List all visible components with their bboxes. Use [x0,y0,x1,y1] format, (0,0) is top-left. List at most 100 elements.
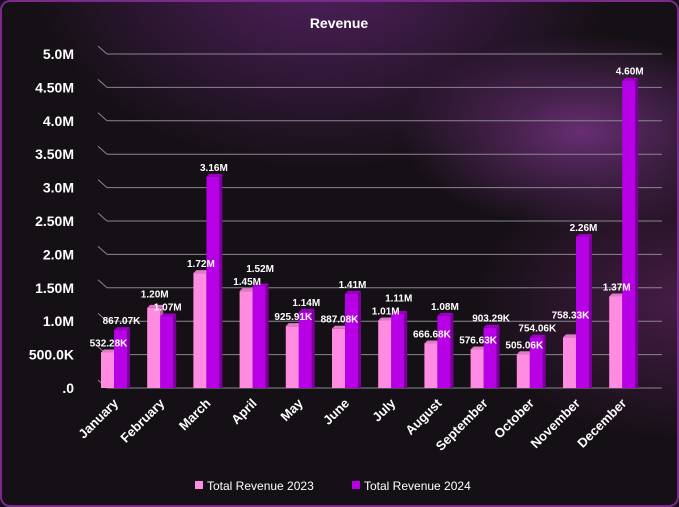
bar-2024[interactable] [529,337,543,388]
bar-top [298,308,315,312]
bar-2023[interactable] [101,352,114,388]
data-label: 1.14M [292,298,320,309]
bar-2024[interactable] [345,293,358,388]
x-tick-label: October [491,396,537,442]
bar-top [378,317,395,321]
bar-top [239,288,256,292]
bar-top [285,323,302,327]
x-tick-label: November [528,396,584,452]
bar-top [114,327,130,331]
bar-2024[interactable] [576,237,589,388]
x-tick-label: March [176,395,214,433]
data-label: 887.08K [321,315,360,326]
data-label: 1.52M [246,264,274,275]
bar-2024[interactable] [252,286,266,388]
x-tick-label: December [574,396,629,451]
bar-side [404,311,408,388]
bar-side [311,309,315,388]
bar-2023[interactable] [563,337,576,388]
gridline-bevel [97,145,108,155]
bar-2023[interactable] [147,307,161,388]
y-tick-label: .0 [62,380,74,396]
bar-top [576,234,592,238]
bar-top [529,334,546,338]
y-tick-label: 3.0M [43,180,74,196]
y-tick-label: 2.50M [35,213,74,229]
bar-top [345,290,361,294]
bar-2024[interactable] [114,330,127,388]
bar-top [609,293,626,297]
bar-2023[interactable] [378,320,392,388]
bar-2023[interactable] [239,291,253,388]
bar-2023[interactable] [332,328,345,388]
x-tick-label: August [402,395,445,438]
bar-top [252,283,269,287]
x-tick-label: June [320,396,352,428]
data-label: 758.33K [552,311,591,322]
bar-top [424,340,441,344]
data-label: 754.06K [518,324,557,335]
bar-side [173,314,177,388]
gridline-bevel [97,212,108,222]
bar-side [496,325,500,388]
data-label: 1.01M [372,307,400,318]
bar-2024[interactable] [391,313,405,388]
data-label: 505.06K [505,340,544,351]
bar-2023[interactable] [609,296,623,388]
bar-2023[interactable] [470,349,484,388]
bar-2023[interactable] [424,343,438,388]
bar-2024[interactable] [622,80,636,388]
bar-top [160,313,177,317]
x-tick-label: February [117,395,167,445]
data-label: 1.08M [431,302,459,313]
bar-side [542,335,546,388]
bar-side [635,78,639,388]
bar-2024[interactable] [160,316,174,388]
bar-top [206,173,223,177]
data-label: 1.41M [339,280,367,291]
data-label: 3.16M [200,163,228,174]
bar-side [450,313,454,388]
data-label: 576.63K [459,335,498,346]
bar-side [127,328,130,388]
legend-label[interactable]: Total Revenue 2023 [207,479,314,493]
data-label: 2.26M [570,223,598,234]
bar-top [437,312,454,316]
bar-side [589,235,592,388]
bar-top [391,310,408,314]
bar-side [358,291,361,388]
bar-top [101,349,117,353]
bar-2024[interactable] [437,315,451,388]
bar-top [147,304,164,308]
bar-2023[interactable] [516,354,530,388]
x-tick-label: January [75,395,121,441]
y-tick-label: 5.0M [43,46,74,62]
bar-2024[interactable] [298,311,312,388]
legend-swatch [352,481,360,489]
data-label: 925.91K [274,312,313,323]
bar-top [332,325,348,329]
data-label: 1.11M [385,294,412,305]
gridline-bevel [97,112,108,122]
gridline-bevel [97,312,108,322]
bar-top [193,270,210,274]
bar-2024[interactable] [483,327,497,388]
chart-title: Revenue [310,15,369,31]
y-tick-label: 3.50M [35,146,74,162]
bar-2023[interactable] [193,273,207,388]
data-label: 1.37M [603,282,631,293]
bar-2023[interactable] [285,326,299,388]
bar-top [483,324,500,328]
bar-2024[interactable] [206,176,220,388]
x-tick-label: July [369,395,399,425]
bar-top [622,77,639,81]
gridline-bevel [97,246,108,255]
data-label: 4.60M [616,67,644,78]
data-label: 867.07K [103,316,142,327]
data-label: 1.07M [154,303,182,314]
data-label: 1.45M [233,277,261,288]
y-tick-label: 4.50M [35,79,74,95]
legend-label[interactable]: Total Revenue 2024 [364,479,471,493]
